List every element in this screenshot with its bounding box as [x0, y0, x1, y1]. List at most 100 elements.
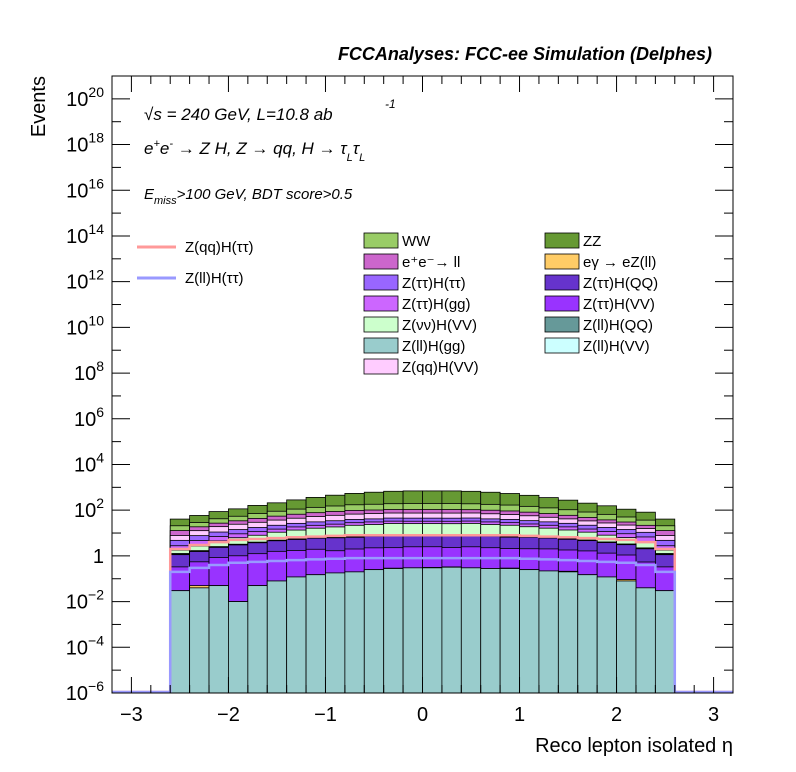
x-tick-label: 1 [514, 704, 525, 726]
process-annotation: e+e- → Z H, Z → qq, H → τLτL [144, 138, 365, 164]
cut-part-c: >100 GeV, BDT score>0.5 [177, 186, 353, 203]
y-tick-label: 1010 [66, 312, 104, 339]
x-tick-label: 3 [708, 704, 719, 726]
stack-legend-label: Z(ll)H(gg) [402, 338, 465, 355]
chart-title: FCCAnalyses: FCC-ee Simulation (Delphes) [338, 44, 712, 64]
stack-bar [363, 569, 385, 694]
line-layer [112, 534, 733, 694]
stack-legend-label: Z(ττ)H(QQ) [583, 275, 658, 292]
stack-bar [635, 587, 656, 694]
stack-legend-swatch [544, 337, 580, 354]
stack-bar [519, 569, 540, 694]
stack-bar [266, 580, 288, 694]
y-tick-label: 10−4 [66, 632, 104, 659]
stack-legend-swatch [363, 337, 399, 354]
y-tick-label: 10−6 [66, 678, 104, 705]
y-tick-label: 102 [74, 495, 104, 522]
process-part-f: L [347, 152, 353, 164]
svg-text:e+e- → Z H, Z → qq, H → τLτL: e+e- → Z H, Z → qq, H → τLτL [144, 138, 365, 164]
stack-legend-label: e⁺e⁻→ ll [402, 254, 460, 271]
stack-layer [169, 490, 676, 694]
x-tick-label: −3 [120, 704, 143, 726]
y-tick-label: 1018 [66, 130, 104, 157]
stack-legend-label: ZZ [583, 233, 601, 250]
axis-layer: −3 −2 −1 0 1 2 3 10−6 10−4 10−2 1 102 104 106 108 1010 1… [66, 75, 734, 726]
y-tick-label: 1020 [66, 84, 104, 111]
stack-legend-label: Z(ττ)H(VV) [583, 296, 655, 313]
stack-legend-label: WW [402, 233, 431, 250]
stack-legend-label: Z(qq)H(VV) [402, 359, 479, 376]
sqrt-symbol: √ [144, 105, 154, 124]
stack-bar [208, 585, 229, 694]
stack-bar [228, 601, 249, 694]
stack-bar [286, 576, 307, 694]
stack-bar [383, 568, 404, 694]
stack-legend-swatch [544, 295, 580, 312]
stack-bar [538, 570, 559, 694]
x-axis-label: Reco lepton isolated η [535, 735, 733, 757]
lumi-exponent: -1 [385, 97, 396, 111]
stack-series-0 [169, 566, 676, 694]
stack-bar [616, 580, 637, 694]
cut-part-b: miss [154, 195, 177, 207]
stack-legend: WW ZZ e⁺e⁻→ ll eγ → eZ(ll) Z(ττ)H(ττ) Z(ττ)H(… [363, 232, 658, 376]
x-tick-label: −1 [314, 704, 337, 726]
stack-bar [305, 574, 326, 694]
process-part-h: L [359, 152, 365, 164]
cut-annotation: Emiss>100 GeV, BDT score>0.5 [144, 186, 353, 207]
line-legend-label: Z(ll)H(ττ) [185, 270, 244, 287]
process-part-a: e [144, 139, 153, 158]
stack-bar [460, 567, 482, 694]
stack-legend-swatch [544, 316, 580, 333]
x-tick-label: −2 [217, 704, 240, 726]
process-part-c: e [160, 139, 169, 158]
y-tick-label: 1012 [66, 267, 104, 294]
process-part-g: τ [353, 139, 361, 158]
stack-bar [169, 590, 191, 694]
y-tick-label: 106 [74, 404, 104, 431]
stack-legend-swatch [363, 232, 399, 249]
stack-bar [480, 568, 501, 694]
line-legend: Z(qq)H(ττ) Z(ll)H(ττ) [137, 239, 254, 287]
stack-bar [325, 572, 346, 694]
y-tick-label: 1016 [66, 175, 104, 202]
stack-bar [402, 567, 423, 694]
stack-bar [596, 576, 617, 694]
energy-lumi-text: s = 240 GeV, L=10.8 ab [153, 105, 332, 124]
x-tick-label: 0 [417, 704, 428, 726]
cut-part-a: E [144, 186, 155, 203]
stack-legend-label: Z(ττ)H(ττ) [402, 275, 466, 292]
stack-bar [344, 571, 365, 694]
stack-legend-label: Z(ll)H(VV) [583, 338, 650, 355]
y-axis-label: Events [28, 76, 50, 137]
stack-legend-swatch [363, 295, 399, 312]
stack-legend-swatch [363, 253, 399, 270]
process-part-b: + [153, 138, 160, 150]
y-tick-label: 108 [74, 358, 104, 385]
x-tick-label: 2 [611, 704, 622, 726]
stack-legend-swatch [363, 358, 399, 375]
stack-legend-swatch [544, 253, 580, 270]
stack-legend-swatch [363, 316, 399, 333]
stack-bar [654, 590, 676, 694]
line-series-1 [112, 556, 733, 694]
stack-bar [499, 568, 520, 694]
stack-legend-label: Z(ττ)H(gg) [402, 296, 471, 313]
stack-legend-swatch [544, 274, 580, 291]
y-tick-label: 104 [74, 449, 104, 476]
svg-text:√s = 240 GeV, L=10.8 ab: √s = 240 GeV, L=10.8 ab [144, 105, 333, 124]
stack-bar [577, 574, 598, 694]
stack-bar [189, 587, 210, 694]
stack-legend-label: Z(νν)H(VV) [402, 317, 477, 334]
energy-annotation: √s = 240 GeV, L=10.8 ab -1 [144, 97, 396, 124]
stack-bar [441, 566, 462, 694]
stack-legend-swatch [363, 274, 399, 291]
stack-legend-swatch [544, 232, 580, 249]
process-part-d: - [169, 138, 173, 150]
y-tick-label: 1014 [66, 221, 104, 248]
line-series-0 [112, 534, 733, 694]
svg-text:Emiss>100 GeV, BDT score>0.5: Emiss>100 GeV, BDT score>0.5 [144, 186, 353, 207]
stack-legend-label: eγ → eZ(ll) [583, 254, 656, 271]
line-legend-label: Z(qq)H(ττ) [185, 239, 254, 256]
